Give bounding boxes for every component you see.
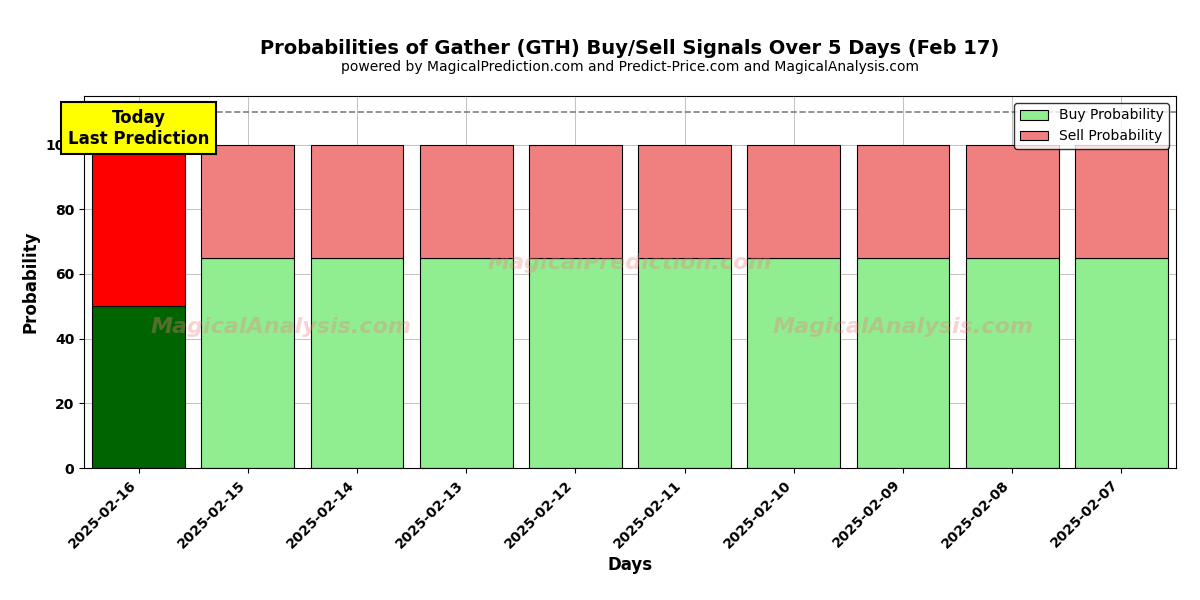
Bar xyxy=(857,258,949,468)
Bar xyxy=(92,306,185,468)
Bar xyxy=(966,145,1058,258)
Bar xyxy=(1075,258,1168,468)
Bar xyxy=(311,258,403,468)
X-axis label: Days: Days xyxy=(607,556,653,574)
Bar xyxy=(638,145,731,258)
Legend: Buy Probability, Sell Probability: Buy Probability, Sell Probability xyxy=(1014,103,1169,149)
Bar xyxy=(748,258,840,468)
Bar xyxy=(420,145,512,258)
Title: Probabilities of Gather (GTH) Buy/Sell Signals Over 5 Days (Feb 17): Probabilities of Gather (GTH) Buy/Sell S… xyxy=(260,40,1000,58)
Text: powered by MagicalPrediction.com and Predict-Price.com and MagicalAnalysis.com: powered by MagicalPrediction.com and Pre… xyxy=(341,59,919,74)
Y-axis label: Probability: Probability xyxy=(22,231,40,333)
Bar xyxy=(202,258,294,468)
Text: Today
Last Prediction: Today Last Prediction xyxy=(68,109,209,148)
Bar xyxy=(748,145,840,258)
Bar xyxy=(420,258,512,468)
Bar xyxy=(529,258,622,468)
Bar xyxy=(311,145,403,258)
Bar xyxy=(529,145,622,258)
Text: MagicalPrediction.com: MagicalPrediction.com xyxy=(487,253,773,274)
Bar xyxy=(966,258,1058,468)
Text: MagicalAnalysis.com: MagicalAnalysis.com xyxy=(150,317,412,337)
Bar xyxy=(202,145,294,258)
Bar xyxy=(1075,145,1168,258)
Bar xyxy=(92,145,185,306)
Bar xyxy=(638,258,731,468)
Text: MagicalAnalysis.com: MagicalAnalysis.com xyxy=(773,317,1033,337)
Bar xyxy=(857,145,949,258)
